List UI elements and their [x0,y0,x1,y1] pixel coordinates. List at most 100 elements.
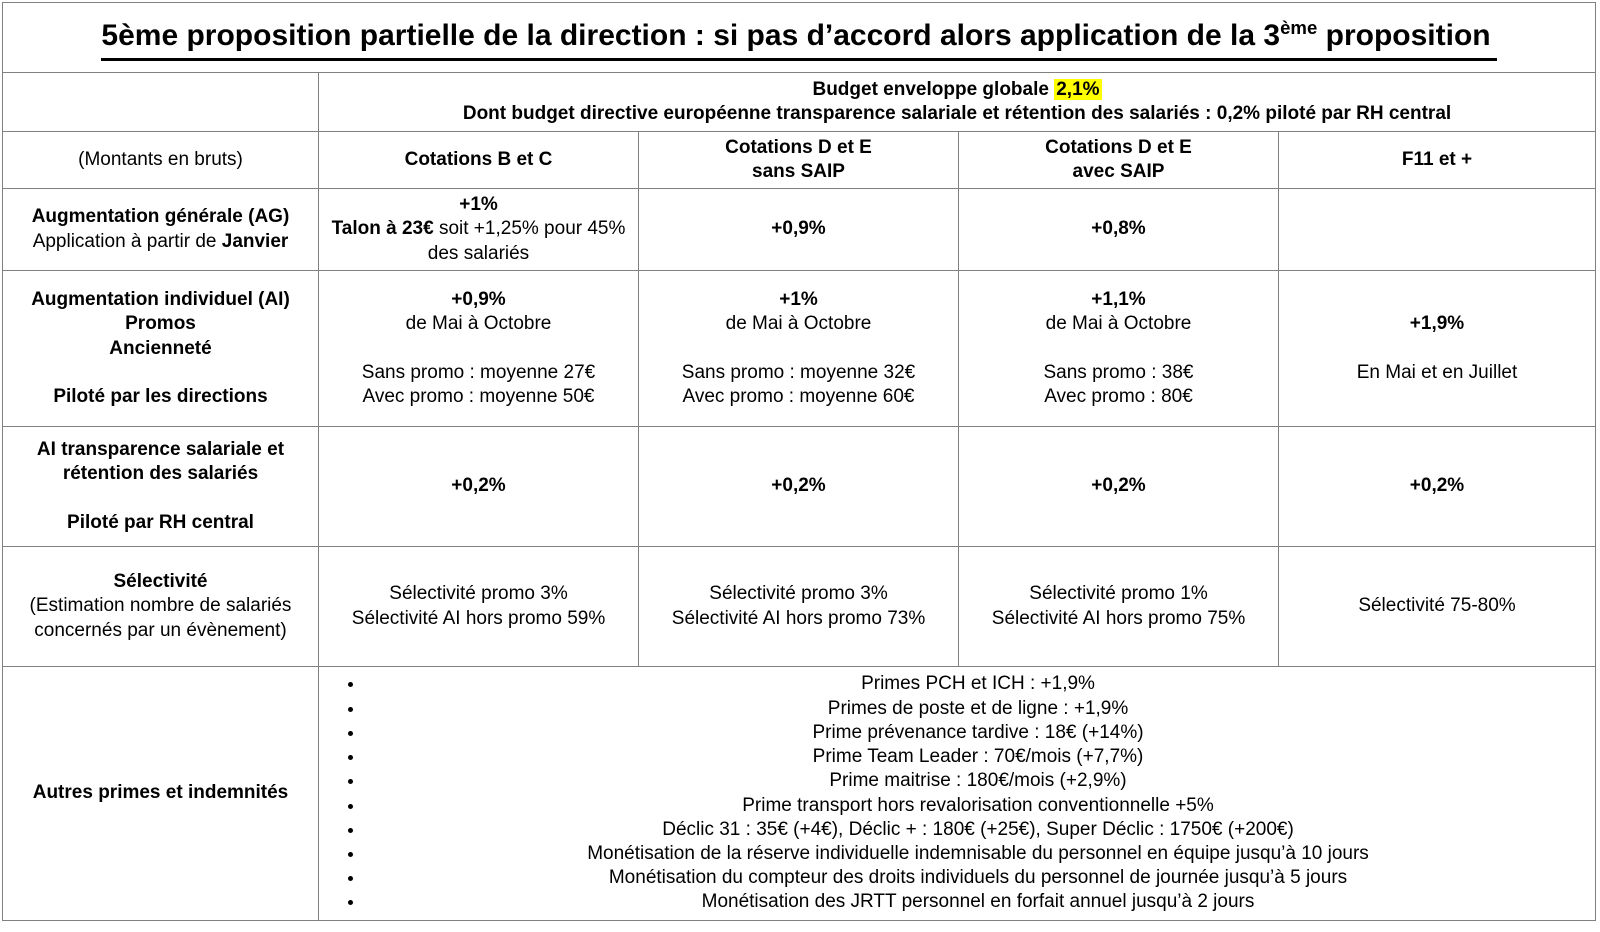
list-item: Déclic 31 : 35€ (+4€), Déclic + : 180€ (… [365,818,1587,842]
ai-de-avec-sans: Sans promo : 38€ [1043,361,1194,383]
list-item: Prime prévenance tardive : 18€ (+14%) [365,721,1587,745]
ai-label-pilote: Piloté par les directions [53,385,268,407]
transparence-label: AI transparence salariale et rétention d… [36,439,285,485]
cell-ag-de-sans: +0,9% [638,188,959,271]
ai-de-sans-sans: Sans promo : moyenne 32€ [681,361,916,383]
list-item: Primes de poste et de ligne : +1,9% [365,697,1587,721]
list-item: Monétisation du compteur des droits indi… [365,866,1587,890]
cell-ai-de-avec: +1,1% de Mai à Octobre Sans promo : 38€ … [958,270,1279,427]
header-line2: avec SAIP [1072,161,1165,182]
cell-ag-bc: +1% Talon à 23€ soit +1,25% pour 45% des… [318,188,639,271]
ag-bc-pct: +1% [459,194,498,216]
ai-f11-period: En Mai et en Juillet [1356,361,1518,383]
selectivite-de-avec-line1: Sélectivité promo 1% [1029,583,1208,605]
column-header-row: (Montants en bruts) Cotations B et C Cot… [2,131,1597,189]
header-cotations-d-e-sans-saip: Cotations D et E sans SAIP [638,131,959,189]
cell-ag-de-avec: +0,8% [958,188,1279,271]
page-title-suffix: proposition [1317,19,1491,53]
ai-bc-avec: Avec promo : moyenne 50€ [362,385,595,407]
ai-de-sans-avec: Avec promo : moyenne 60€ [682,385,915,407]
page-title-main: 5ème proposition partielle de la directi… [101,19,1281,53]
ai-de-sans-period: de Mai à Octobre [725,313,872,335]
page-title: 5ème proposition partielle de la directi… [101,14,1497,61]
ai-bc-period: de Mai à Octobre [405,313,552,335]
header-cotations-b-c: Cotations B et C [318,131,639,189]
corner-header-cell: (Montants en bruts) [2,131,319,189]
selectivite-label: Sélectivité [113,571,208,593]
ai-f11-pct: +1,9% [1409,313,1465,335]
autres-bullets-list: Primes PCH et ICH : +1,9% Primes de post… [327,672,1587,914]
header-line2: sans SAIP [752,161,845,182]
selectivite-de-sans-line2: Sélectivité AI hors promo 73% [671,607,926,629]
header-line1: Cotations D et E [725,136,872,158]
page-title-superscript: ème [1280,17,1318,39]
cell-transparence-bc: +0,2% [318,426,639,547]
ai-de-sans-pct: +1% [779,289,818,311]
cell-ai-f11: +1,9% En Mai et en Juillet [1277,270,1597,427]
title-row: 5ème proposition partielle de la directi… [1,2,1597,73]
ai-bc-sans: Sans promo : moyenne 27€ [361,361,596,383]
budget-highlight: 2,1% [1054,78,1102,100]
header-line1: Cotations D et E [1045,136,1192,158]
cell-selectivite-de-avec: Sélectivité promo 1% Sélectivité AI hors… [958,546,1279,667]
selectivite-sublabel: (Estimation nombre de salariés concernés… [29,595,292,641]
cell-transparence-label: AI transparence salariale et rétention d… [2,426,319,547]
ag-bc-talon: Talon à 23€ soit +1,25% pour 45% des sal… [327,217,630,265]
row-augmentation-generale: Augmentation générale (AG) Application à… [2,188,1597,271]
ag-bc-talon-rest: soit +1,25% pour 45% des salariés [427,218,626,264]
list-item: Prime Team Leader : 70€/mois (+7,7%) [365,745,1587,769]
ag-bc-talon-bold: Talon à 23€ [331,218,434,240]
row-ai-transparence: AI transparence salariale et rétention d… [2,426,1597,547]
ai-de-avec-period: de Mai à Octobre [1045,313,1192,335]
budget-row: Budget enveloppe globale 2,1% Dont budge… [2,72,1597,132]
row-selectivite: Sélectivité (Estimation nombre de salari… [2,546,1597,667]
selectivite-bc-line1: Sélectivité promo 3% [389,583,568,605]
list-item: Prime transport hors revalorisation conv… [365,794,1587,818]
ai-bc-pct: +0,9% [451,289,506,311]
ag-label-line1: Augmentation générale (AG) [31,206,290,228]
cell-transparence-de-avec: +0,2% [958,426,1279,547]
cell-autres-label: Autres primes et indemnités [2,666,319,921]
budget-spacer-cell [2,72,319,132]
budget-line1-text: Budget enveloppe globale [812,78,1055,100]
ag-label-line2-bold: Janvier [221,230,289,252]
cell-selectivite-label: Sélectivité (Estimation nombre de salari… [2,546,319,667]
header-line1: F11 et + [1401,148,1473,170]
cell-selectivite-de-sans: Sélectivité promo 3% Sélectivité AI hors… [638,546,959,667]
cell-ai-label: Augmentation individuel (AI) Promos Anci… [2,270,319,427]
budget-line2: Dont budget directive européenne transpa… [462,103,1452,124]
row-augmentation-individuel: Augmentation individuel (AI) Promos Anci… [2,270,1597,427]
list-item: Prime maitrise : 180€/mois (+2,9%) [365,769,1587,793]
list-item: Monétisation des JRTT personnel en forfa… [365,890,1587,914]
ai-label-line2: Promos [125,313,196,335]
cell-transparence-de-sans: +0,2% [638,426,959,547]
list-item: Monétisation de la réserve individuelle … [365,842,1587,866]
ai-label-line1: Augmentation individuel (AI) [31,289,290,311]
list-item: Primes PCH et ICH : +1,9% [365,672,1587,696]
selectivite-bc-line2: Sélectivité AI hors promo 59% [351,607,606,629]
ag-label-line2-prefix: Application à partir de [32,230,222,252]
cell-transparence-f11: +0,2% [1277,426,1597,547]
cell-ag-f11 [1277,188,1597,271]
ai-label-line3: Ancienneté [109,337,212,359]
transparence-pilote: Piloté par RH central [67,511,254,533]
selectivite-de-avec-line2: Sélectivité AI hors promo 75% [991,607,1246,629]
row-autres-primes: Autres primes et indemnités Primes PCH e… [2,666,1597,921]
cell-ag-label: Augmentation générale (AG) Application à… [2,188,319,271]
cell-ai-de-sans: +1% de Mai à Octobre Sans promo : moyenn… [638,270,959,427]
cell-selectivite-bc: Sélectivité promo 3% Sélectivité AI hors… [318,546,639,667]
ai-de-avec-avec: Avec promo : 80€ [1044,385,1193,407]
header-cotations-d-e-avec-saip: Cotations D et E avec SAIP [958,131,1279,189]
header-f11-et-plus: F11 et + [1277,131,1597,189]
cell-ai-bc: +0,9% de Mai à Octobre Sans promo : moye… [318,270,639,427]
cell-autres-content: Primes PCH et ICH : +1,9% Primes de post… [317,666,1597,921]
budget-line1: Budget enveloppe globale 2,1% [327,78,1587,102]
ag-label-line2: Application à partir de Janvier [11,230,310,254]
cell-selectivite-f11: Sélectivité 75-80% [1277,546,1597,667]
budget-cell: Budget enveloppe globale 2,1% Dont budge… [317,72,1597,132]
header-line1: Cotations B et C [404,148,553,170]
selectivite-de-sans-line1: Sélectivité promo 3% [709,583,888,605]
ai-de-avec-pct: +1,1% [1091,289,1146,311]
